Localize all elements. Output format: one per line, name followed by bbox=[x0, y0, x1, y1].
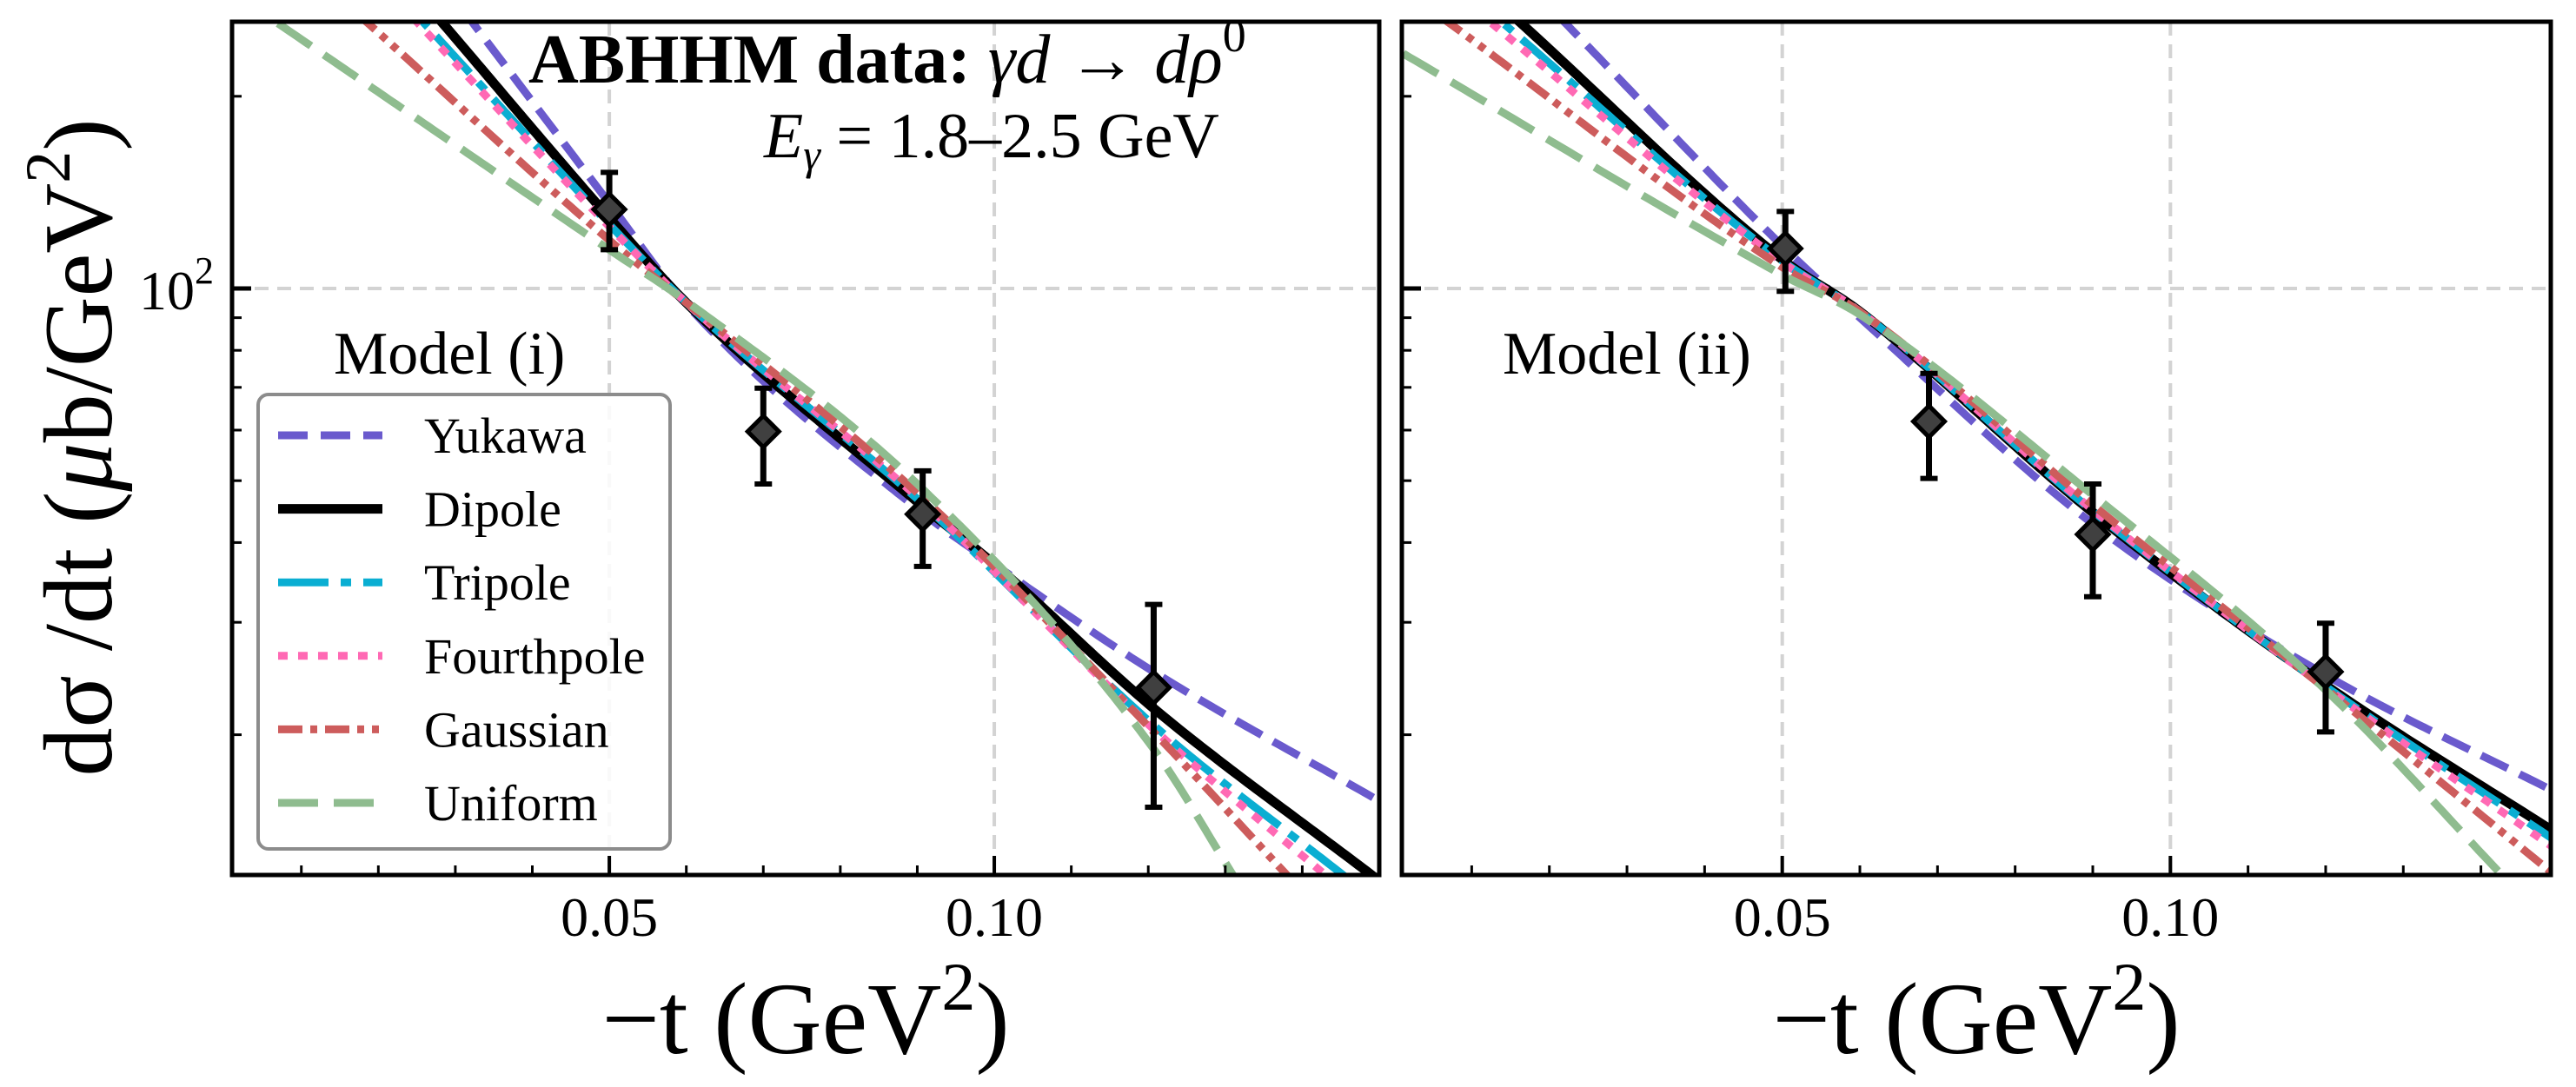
energy-subscript: γ bbox=[803, 130, 821, 179]
model-i-label: Model (i) bbox=[334, 321, 565, 388]
legend-label: Gaussian bbox=[424, 701, 609, 758]
data-points bbox=[1766, 209, 2345, 735]
ytick-label-base: 10 bbox=[139, 260, 195, 321]
y-axis-label-close: ) bbox=[25, 118, 133, 150]
data-points bbox=[590, 169, 1172, 810]
x-axis-label-right: −t (GeV2) bbox=[1772, 949, 2180, 1076]
data-point bbox=[1766, 209, 1804, 295]
curve-tripole bbox=[417, 22, 1350, 875]
y-axis-label-unit: b/GeV bbox=[25, 183, 133, 443]
model-curves bbox=[1402, 22, 2551, 875]
energy-value: = 1.8–2.5 GeV bbox=[820, 101, 1219, 172]
x-axis-label-main: −t (GeV bbox=[1772, 962, 2112, 1076]
legend: Yukawa Dipole Tripole Fourthpole Gaussian Uni… bbox=[256, 393, 672, 851]
panel-left: 0.05 0.10 bbox=[229, 19, 1382, 948]
diamond-marker bbox=[590, 190, 628, 229]
curve-yukawa bbox=[1558, 22, 2551, 794]
curve-fourthpole bbox=[411, 22, 1331, 875]
data-point bbox=[2074, 481, 2112, 600]
legend-label: Fourthpole bbox=[424, 628, 646, 685]
data-point bbox=[1134, 601, 1172, 810]
chart-title-bold: ABHHM data: bbox=[528, 22, 971, 98]
chart-title-superscript: 0 bbox=[1223, 10, 1246, 62]
diamond-marker bbox=[1766, 229, 1804, 268]
curve-dipole bbox=[1512, 22, 2551, 836]
axes-frame bbox=[1399, 19, 2553, 878]
legend-entries: Yukawa Dipole Tripole Fourthpole Gaussian Uni… bbox=[278, 408, 646, 832]
data-point bbox=[590, 169, 628, 253]
diamond-marker bbox=[1134, 668, 1172, 706]
legend-entry-dipole: Dipole bbox=[278, 481, 561, 538]
panel-right: 0.05 0.10 bbox=[1399, 19, 2553, 948]
legend-label: Tripole bbox=[424, 554, 571, 611]
legend-label: Dipole bbox=[424, 481, 561, 538]
diamond-marker bbox=[2074, 515, 2112, 553]
curve-fourthpole bbox=[1484, 22, 2551, 851]
energy-range-label: Eγ = 1.8–2.5 GeV bbox=[763, 101, 1219, 179]
legend-label: Uniform bbox=[424, 775, 598, 832]
x-axis-label-main: −t (GeV bbox=[601, 962, 941, 1076]
ytick-label-100: 102 bbox=[139, 249, 214, 321]
xtick-label: 0.10 bbox=[2121, 886, 2219, 948]
energy-symbol: E bbox=[763, 101, 803, 172]
x-axis-label-left: −t (GeV2) bbox=[601, 949, 1009, 1076]
legend-entry-gaussian: Gaussian bbox=[278, 701, 609, 758]
ytick-label-exponent: 2 bbox=[195, 249, 214, 292]
model-curves bbox=[269, 22, 1379, 875]
legend-entry-tripole: Tripole bbox=[278, 554, 571, 611]
legend-entry-uniform: Uniform bbox=[278, 775, 598, 832]
y-axis-label-superscript: 2 bbox=[13, 151, 84, 183]
axes-frame bbox=[229, 19, 1382, 878]
panels: 0.05 0.10 0.05 0.10 bbox=[229, 19, 2553, 948]
axis-ticks bbox=[1402, 95, 2483, 875]
data-point bbox=[904, 467, 942, 569]
xtick-label: 0.05 bbox=[561, 886, 658, 948]
curve-uniform bbox=[269, 22, 1238, 875]
diamond-marker bbox=[904, 495, 942, 534]
x-axis-label-close: ) bbox=[2146, 962, 2180, 1076]
y-axis-label-mu: μ bbox=[25, 442, 133, 492]
y-axis-label: dσ /dt (μb/GeV2) bbox=[13, 118, 133, 776]
chart-title: ABHHM data: γd → dρ0 bbox=[528, 10, 1246, 98]
diamond-marker bbox=[1909, 402, 1949, 441]
x-axis-label-superscript: 2 bbox=[941, 949, 975, 1024]
xtick-label: 0.05 bbox=[1734, 886, 1831, 948]
diamond-marker bbox=[2307, 653, 2345, 691]
data-point bbox=[2307, 620, 2345, 735]
x-axis-label-close: ) bbox=[975, 962, 1009, 1076]
legend-entry-yukawa: Yukawa bbox=[278, 408, 587, 464]
chart-title-reaction: γd → dρ bbox=[971, 22, 1223, 98]
curve-uniform bbox=[1402, 48, 2507, 875]
grid bbox=[1402, 22, 2551, 875]
y-axis-label-main: dσ /dt ( bbox=[25, 492, 133, 777]
curve-gaussian bbox=[360, 22, 1292, 875]
x-axis-label-superscript: 2 bbox=[2112, 949, 2146, 1024]
curve-dipole bbox=[435, 22, 1379, 875]
xtick-label: 0.10 bbox=[946, 886, 1043, 948]
data-point bbox=[744, 385, 782, 487]
legend-entry-fourthpole: Fourthpole bbox=[278, 628, 646, 685]
model-ii-label: Model (ii) bbox=[1503, 321, 1751, 388]
diamond-marker bbox=[744, 413, 782, 451]
curve-gaussian bbox=[1440, 22, 2551, 875]
legend-label: Yukawa bbox=[424, 408, 587, 464]
data-point bbox=[1909, 370, 1949, 481]
